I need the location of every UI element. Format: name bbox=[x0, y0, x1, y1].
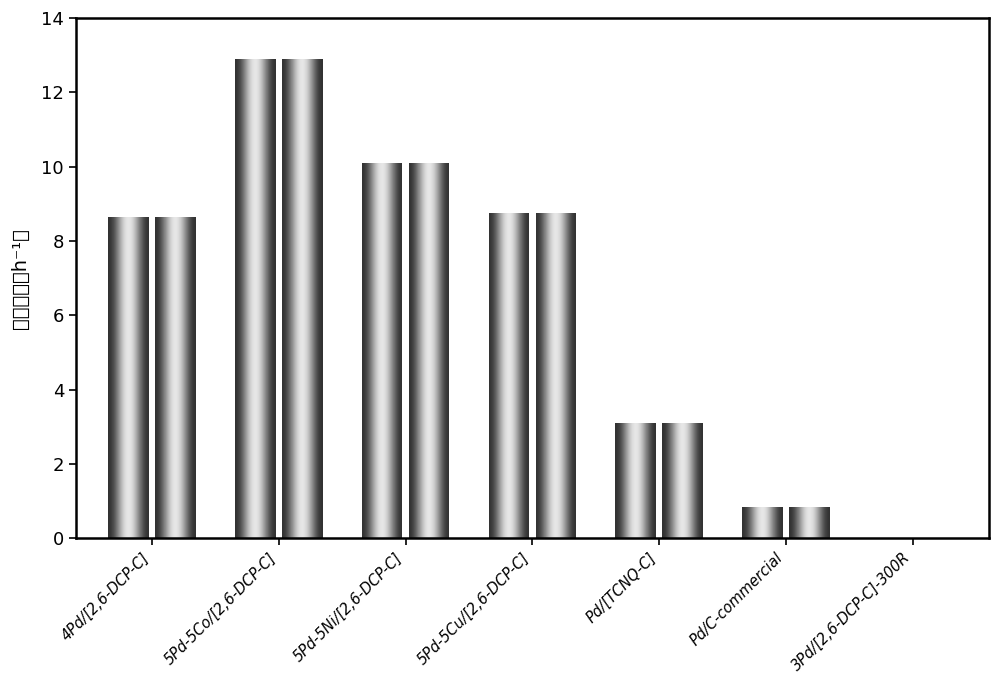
Y-axis label: 转化频率（h⁻¹）: 转化频率（h⁻¹） bbox=[11, 227, 30, 329]
